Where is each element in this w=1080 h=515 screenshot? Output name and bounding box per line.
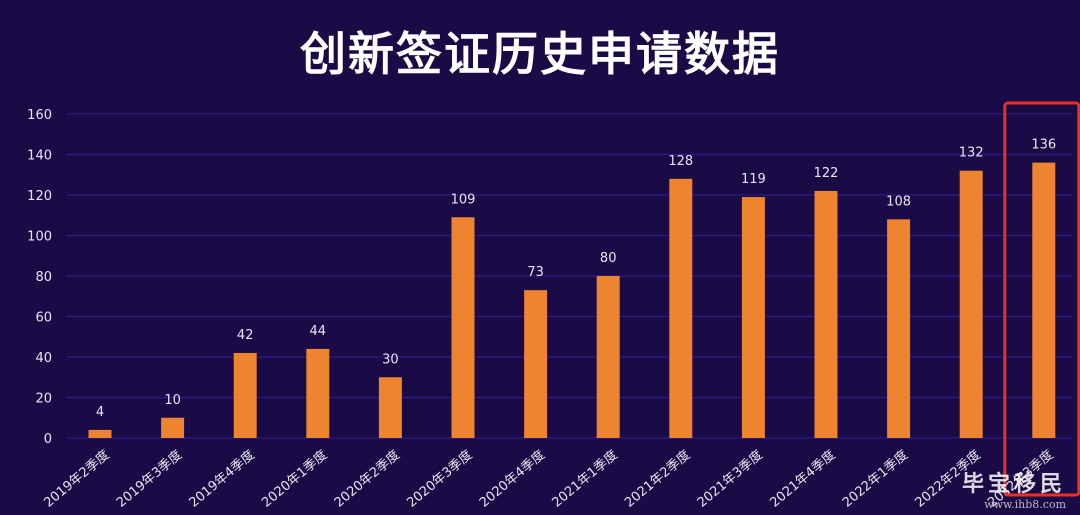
y-tick-label: 120 — [27, 189, 52, 204]
x-tick-label: 2019年2季度 — [41, 447, 113, 511]
bar — [233, 352, 257, 438]
data-label: 108 — [886, 194, 911, 209]
x-tick-label: 2020年1季度 — [259, 447, 331, 511]
bars — [88, 162, 1056, 439]
data-label: 42 — [237, 328, 254, 343]
data-label: 132 — [959, 146, 984, 161]
data-label: 109 — [451, 192, 476, 207]
bar — [1032, 162, 1056, 438]
bar — [306, 348, 330, 438]
data-label: 44 — [310, 324, 327, 339]
bar — [669, 178, 693, 439]
x-tick-label: 2021年3季度 — [694, 447, 766, 511]
grid-lines — [66, 113, 1072, 439]
bar — [88, 429, 112, 438]
data-label: 30 — [382, 352, 399, 367]
x-tick-label: 2019年4季度 — [186, 447, 258, 511]
x-tick-label: 2019年3季度 — [113, 447, 185, 511]
data-label: 4 — [96, 405, 104, 420]
x-tick-label: 2020年2季度 — [331, 447, 403, 511]
y-tick-label: 80 — [35, 270, 52, 285]
x-tick-label: 2022年1季度 — [839, 447, 911, 511]
data-label: 128 — [668, 154, 693, 169]
data-label: 119 — [741, 172, 766, 187]
x-tick-label: 2021年1季度 — [549, 447, 621, 511]
bar — [524, 290, 548, 438]
bar — [741, 197, 765, 438]
data-label: 10 — [164, 393, 181, 408]
y-tick-label: 20 — [35, 392, 52, 407]
y-tick-label: 40 — [35, 351, 52, 366]
data-labels: 4 10 42 44 30 109 73 80 128 119 122 108 132 136 — [96, 138, 1056, 420]
y-axis-ticks: 0 20 40 60 80 100 120 140 160 — [27, 108, 52, 447]
highlight-box — [1003, 101, 1080, 497]
x-tick-label: 2020年3季度 — [404, 447, 476, 511]
watermark-text: 毕宝移民 — [961, 471, 1066, 497]
highlight-layer — [1003, 101, 1080, 497]
x-tick-label: 2020年4季度 — [476, 447, 548, 511]
data-label: 73 — [527, 265, 544, 280]
data-label: 80 — [600, 251, 617, 266]
x-tick-label: 2021年4季度 — [767, 447, 839, 511]
bar — [596, 276, 620, 438]
bar — [959, 170, 983, 438]
bar — [887, 219, 911, 438]
bar — [814, 190, 838, 438]
y-tick-label: 0 — [44, 432, 52, 447]
bar — [378, 377, 402, 438]
x-tick-label: 2021年2季度 — [622, 447, 694, 511]
bar — [451, 217, 475, 438]
data-label: 122 — [814, 166, 839, 181]
data-label: 136 — [1031, 138, 1056, 153]
y-tick-label: 160 — [27, 108, 52, 123]
y-tick-label: 100 — [27, 230, 52, 245]
watermark-logo: 毕宝移民 www.ihb8.com — [962, 466, 1066, 511]
y-tick-label: 140 — [27, 149, 52, 164]
y-tick-label: 60 — [35, 311, 52, 326]
chart-title: 创新签证历史申请数据 — [300, 27, 780, 81]
bar — [161, 417, 185, 438]
watermark-url: www.ihb8.com — [984, 498, 1066, 511]
x-axis-ticks: 2019年2季度 2019年3季度 2019年4季度 2020年1季度 2020年2季度… — [41, 447, 1057, 511]
